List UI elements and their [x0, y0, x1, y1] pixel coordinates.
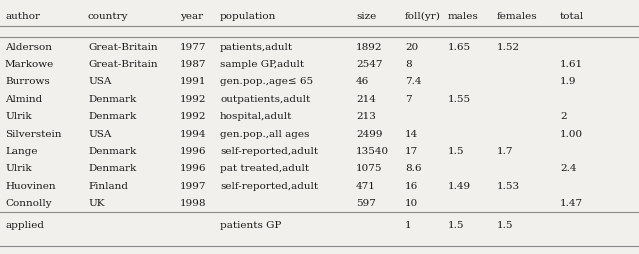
- Text: pat treated,adult: pat treated,adult: [220, 164, 309, 173]
- Text: 1.49: 1.49: [448, 182, 471, 191]
- Text: Great-Britain: Great-Britain: [88, 60, 158, 69]
- Text: 1.61: 1.61: [560, 60, 583, 69]
- Text: 1892: 1892: [356, 42, 383, 52]
- Text: foll(yr): foll(yr): [405, 11, 441, 21]
- Text: applied: applied: [5, 221, 44, 230]
- Text: 7.4: 7.4: [405, 77, 422, 86]
- Text: 2.4: 2.4: [560, 164, 576, 173]
- Text: 1.5: 1.5: [448, 221, 465, 230]
- Text: 8: 8: [405, 60, 412, 69]
- Text: USA: USA: [88, 130, 111, 138]
- Text: 8.6: 8.6: [405, 164, 422, 173]
- Text: 1.9: 1.9: [560, 77, 576, 86]
- Text: 1977: 1977: [180, 42, 206, 52]
- Text: 1075: 1075: [356, 164, 383, 173]
- Text: females: females: [497, 11, 537, 21]
- Text: author: author: [5, 11, 40, 21]
- Text: year: year: [180, 11, 203, 21]
- Text: 17: 17: [405, 147, 419, 156]
- Text: 1992: 1992: [180, 112, 206, 121]
- Text: 1991: 1991: [180, 77, 206, 86]
- Text: outpatients,adult: outpatients,adult: [220, 95, 311, 104]
- Text: 214: 214: [356, 95, 376, 104]
- Text: Great-Britain: Great-Britain: [88, 42, 158, 52]
- Text: USA: USA: [88, 77, 111, 86]
- Text: 1997: 1997: [180, 182, 206, 191]
- Text: sample GP,adult: sample GP,adult: [220, 60, 304, 69]
- Text: 1.5: 1.5: [497, 221, 514, 230]
- Text: males: males: [448, 11, 479, 21]
- Text: country: country: [88, 11, 128, 21]
- Text: 1.55: 1.55: [448, 95, 471, 104]
- Text: 20: 20: [405, 42, 419, 52]
- Text: Denmark: Denmark: [88, 112, 136, 121]
- Text: 1.47: 1.47: [560, 199, 583, 208]
- Text: hospital,adult: hospital,adult: [220, 112, 293, 121]
- Text: Denmark: Denmark: [88, 147, 136, 156]
- Text: 1987: 1987: [180, 60, 206, 69]
- Text: 2: 2: [560, 112, 567, 121]
- Text: gen.pop.,age≤ 65: gen.pop.,age≤ 65: [220, 77, 313, 86]
- Text: 1.00: 1.00: [560, 130, 583, 138]
- Text: 213: 213: [356, 112, 376, 121]
- Text: Ulrik: Ulrik: [5, 164, 31, 173]
- Text: Denmark: Denmark: [88, 95, 136, 104]
- Text: size: size: [356, 11, 376, 21]
- Text: 1998: 1998: [180, 199, 206, 208]
- Text: 2547: 2547: [356, 60, 383, 69]
- Text: self-reported,adult: self-reported,adult: [220, 147, 318, 156]
- Text: 13540: 13540: [356, 147, 389, 156]
- Text: 10: 10: [405, 199, 419, 208]
- Text: total: total: [560, 11, 584, 21]
- Text: self-reported,adult: self-reported,adult: [220, 182, 318, 191]
- Text: 1996: 1996: [180, 164, 206, 173]
- Text: 471: 471: [356, 182, 376, 191]
- Text: Connolly: Connolly: [5, 199, 52, 208]
- Text: 1.53: 1.53: [497, 182, 520, 191]
- Text: Alderson: Alderson: [5, 42, 52, 52]
- Text: 2499: 2499: [356, 130, 383, 138]
- Text: Burrows: Burrows: [5, 77, 50, 86]
- Text: 1.52: 1.52: [497, 42, 520, 52]
- Text: population: population: [220, 11, 277, 21]
- Text: gen.pop.,all ages: gen.pop.,all ages: [220, 130, 309, 138]
- Text: 14: 14: [405, 130, 419, 138]
- Text: Almind: Almind: [5, 95, 42, 104]
- Text: patients,adult: patients,adult: [220, 42, 293, 52]
- Text: 1.5: 1.5: [448, 147, 465, 156]
- Text: 1: 1: [405, 221, 412, 230]
- Text: 1994: 1994: [180, 130, 206, 138]
- Text: 46: 46: [356, 77, 369, 86]
- Text: Denmark: Denmark: [88, 164, 136, 173]
- Text: Markowe: Markowe: [5, 60, 54, 69]
- Text: 7: 7: [405, 95, 412, 104]
- Text: Silverstein: Silverstein: [5, 130, 61, 138]
- Text: 1.7: 1.7: [497, 147, 514, 156]
- Text: Finland: Finland: [88, 182, 128, 191]
- Text: 16: 16: [405, 182, 419, 191]
- Text: Lange: Lange: [5, 147, 38, 156]
- Text: 1.65: 1.65: [448, 42, 471, 52]
- Text: 1996: 1996: [180, 147, 206, 156]
- Text: UK: UK: [88, 199, 105, 208]
- Text: 597: 597: [356, 199, 376, 208]
- Text: Ulrik: Ulrik: [5, 112, 31, 121]
- Text: patients GP: patients GP: [220, 221, 281, 230]
- Text: 1992: 1992: [180, 95, 206, 104]
- Text: Huovinen: Huovinen: [5, 182, 56, 191]
